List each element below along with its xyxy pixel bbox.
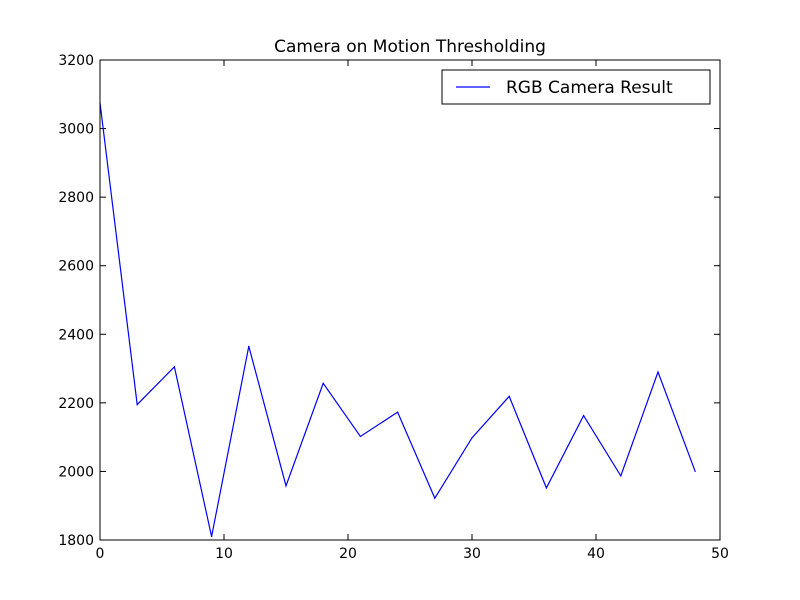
y-tick-label: 2200 xyxy=(58,396,94,412)
x-tick-label: 10 xyxy=(215,546,233,562)
data-point xyxy=(545,487,548,489)
data-point xyxy=(508,395,510,397)
x-axis: 0 10 20 30 40 50 xyxy=(96,60,729,562)
y-tick-label: 1800 xyxy=(58,533,94,549)
legend-label: RGB Camera Result xyxy=(506,78,673,98)
data-point xyxy=(694,470,696,473)
data-point xyxy=(397,411,399,413)
series-layer xyxy=(99,102,696,538)
x-tick-label: 40 xyxy=(587,546,605,562)
legend: RGB Camera Result xyxy=(441,69,711,105)
data-point xyxy=(620,475,622,477)
chart-title: Camera on Motion Thresholding xyxy=(274,37,546,57)
x-tick-label: 30 xyxy=(463,546,481,562)
data-point xyxy=(434,497,436,499)
y-tick-label: 2600 xyxy=(58,259,94,275)
data-point xyxy=(211,535,213,538)
data-point xyxy=(359,435,361,438)
x-tick-label: 50 xyxy=(711,546,729,562)
series-line xyxy=(99,102,696,537)
y-tick-label: 2000 xyxy=(58,464,94,480)
plot-frame xyxy=(99,59,721,541)
data-point xyxy=(173,366,175,368)
data-point xyxy=(657,371,659,373)
y-axis: 1800 2000 2200 2400 2600 2800 3000 3200 xyxy=(58,53,720,549)
data-point xyxy=(471,437,473,439)
y-tick-label: 2800 xyxy=(58,190,94,206)
data-point xyxy=(583,414,585,417)
data-point xyxy=(136,403,138,406)
x-tick-label: 20 xyxy=(339,546,357,562)
y-tick-label: 2400 xyxy=(58,327,94,343)
data-point xyxy=(322,382,324,384)
y-tick-label: 3000 xyxy=(58,122,94,138)
data-point xyxy=(285,485,287,487)
y-tick-label: 3200 xyxy=(58,53,94,69)
data-point xyxy=(248,345,250,347)
x-tick-label: 0 xyxy=(96,546,105,562)
